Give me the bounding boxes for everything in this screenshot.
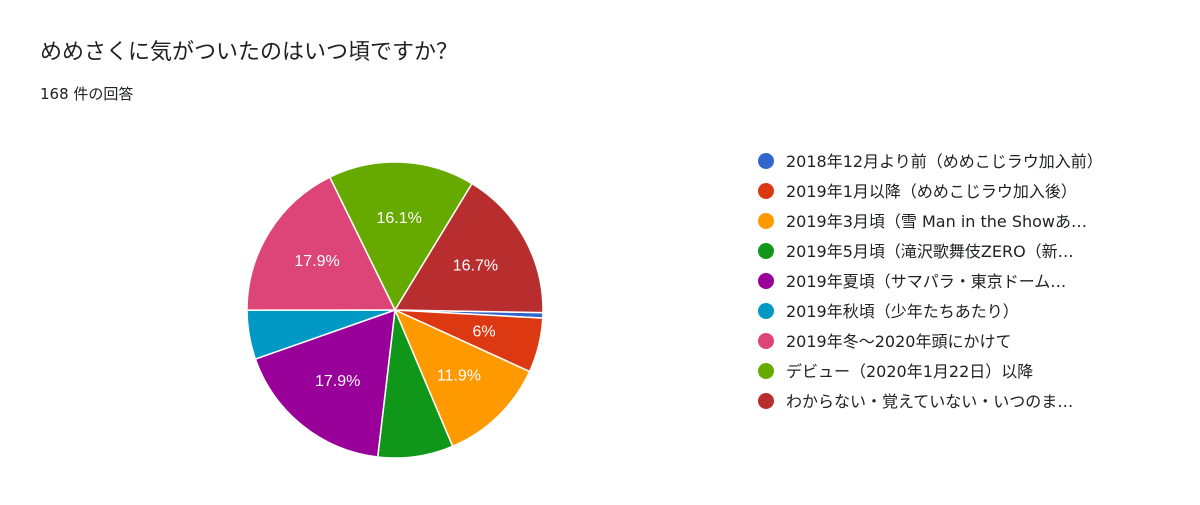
legend-item[interactable]: わからない・覚えていない・いつのま… [758,390,1158,413]
pie-slice[interactable] [393,308,531,448]
slice-label: 17.9% [294,253,339,270]
legend-swatch [758,273,774,289]
legend-swatch [758,153,774,169]
legend-label: 2018年12月より前（めめこじラウ加入前） [786,152,1103,171]
legend-swatch [758,303,774,319]
legend-label: デビュー（2020年1月22日）以降 [786,362,1034,381]
legend-label: 2019年夏頃（サマパラ・東京ドーム… [786,272,1067,291]
legend-swatch [758,183,774,199]
legend-swatch [758,243,774,259]
legend-label: わからない・覚えていない・いつのま… [786,392,1074,411]
pie-slice[interactable] [254,308,396,458]
pie-slice[interactable] [328,161,474,312]
slice-label: 16.1% [376,210,421,227]
legend-label: 2019年秋頃（少年たちあたり） [786,302,1019,321]
legend-item[interactable]: 2018年12月より前（めめこじラウ加入前） [758,150,1158,173]
legend-label: 2019年5月頃（滝沢歌舞伎ZERO（新… [786,242,1074,261]
pie-slice[interactable] [246,176,397,311]
legend-swatch [758,333,774,349]
slice-label: 16.7% [453,257,498,274]
legend-item[interactable]: 2019年冬〜2020年頭にかけて [758,330,1158,353]
response-count: 168 件の回答 [40,85,134,103]
chart-title: めめさくに気がついたのはいつ頃ですか？ [40,40,459,65]
pie-slice[interactable] [393,182,544,314]
legend-item[interactable]: デビュー（2020年1月22日）以降 [758,360,1158,383]
legend-item[interactable]: 2019年秋頃（少年たちあたり） [758,300,1158,323]
legend-item[interactable]: 2019年1月以降（めめこじラウ加入後） [758,180,1158,203]
legend-item[interactable]: 2019年3月頃（雪 Man in the Showあ… [758,210,1158,233]
slice-label: 11.9% [437,367,481,384]
legend-item[interactable]: 2019年5月頃（滝沢歌舞伎ZERO（新… [758,240,1158,263]
pie-chart: 6% 11.9% 17.9% 17.9% 16.1% 16.7% [246,161,544,459]
legend-label: 2019年3月頃（雪 Man in the Showあ… [786,212,1088,231]
legend-label: 2019年冬〜2020年頭にかけて [786,332,1012,351]
legend-swatch [758,363,774,379]
legend-item[interactable]: 2019年夏頃（サマパラ・東京ドーム… [758,270,1158,293]
chart-legend: 2018年12月より前（めめこじラウ加入前） 2019年1月以降（めめこじラウ加… [758,150,1158,420]
slice-label: 6% [473,323,496,340]
legend-swatch [758,393,774,409]
legend-swatch [758,213,774,229]
slice-label: 17.9% [315,373,360,390]
legend-label: 2019年1月以降（めめこじラウ加入後） [786,182,1077,201]
